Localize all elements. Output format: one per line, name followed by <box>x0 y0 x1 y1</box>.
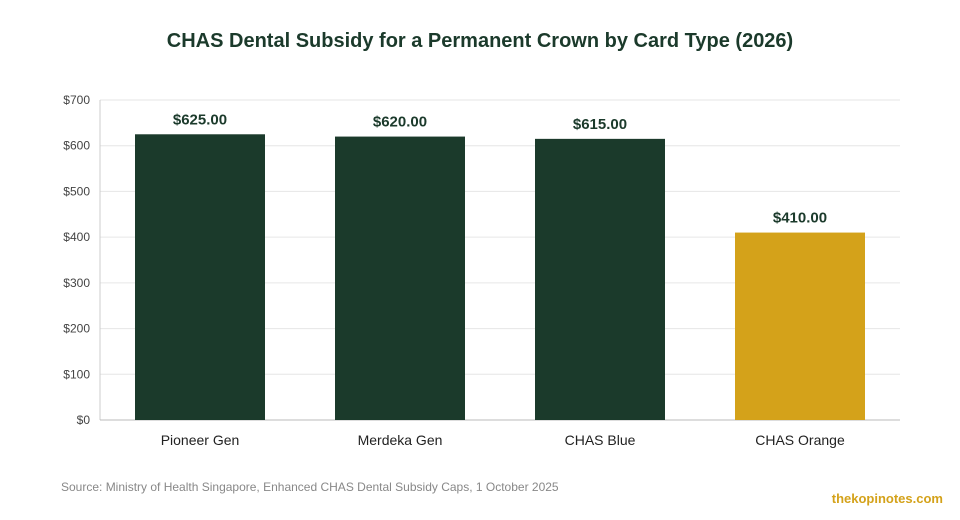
data-label: $625.00 <box>173 111 227 128</box>
x-tick-label: CHAS Orange <box>755 432 845 448</box>
x-tick-label: CHAS Blue <box>565 432 636 448</box>
bar <box>135 134 265 421</box>
y-tick-label: $500 <box>63 184 90 198</box>
y-tick-label: $100 <box>63 367 90 381</box>
data-label: $620.00 <box>373 114 427 131</box>
brand-watermark: thekopinotes.com <box>831 491 943 506</box>
y-tick-label: $0 <box>77 413 91 427</box>
source-note: Source: Ministry of Health Singapore, En… <box>61 480 559 494</box>
y-tick-label: $700 <box>63 93 90 107</box>
x-tick-label: Merdeka Gen <box>358 432 443 448</box>
y-tick-label: $400 <box>63 230 90 244</box>
y-tick-label: $600 <box>63 139 90 153</box>
data-label: $410.00 <box>773 210 827 227</box>
x-tick-label: Pioneer Gen <box>161 432 240 448</box>
y-tick-label: $200 <box>63 322 90 336</box>
bar <box>535 138 665 420</box>
data-label: $615.00 <box>573 116 627 133</box>
bar <box>335 136 465 421</box>
chart-title: CHAS Dental Subsidy for a Permanent Crow… <box>166 30 794 52</box>
y-tick-label: $300 <box>63 276 90 290</box>
bar <box>735 232 865 420</box>
